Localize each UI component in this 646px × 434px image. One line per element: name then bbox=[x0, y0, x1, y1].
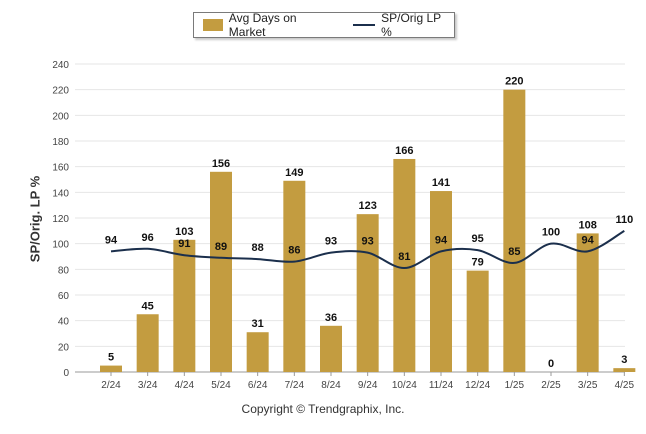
line-data-label: 91 bbox=[178, 238, 190, 250]
bar-data-label: 108 bbox=[578, 219, 596, 231]
x-tick-label: 6/24 bbox=[248, 380, 268, 391]
x-tick-label: 1/25 bbox=[505, 380, 525, 391]
x-tick-label: 5/24 bbox=[211, 380, 231, 391]
legend-item-days-on-market: Avg Days on Market bbox=[194, 11, 335, 39]
bar-data-label: 3 bbox=[621, 354, 627, 366]
x-tick-label: 4/24 bbox=[175, 380, 195, 391]
bar-data-label: 45 bbox=[142, 300, 154, 312]
legend-swatch-line bbox=[353, 24, 376, 26]
y-tick-label: 100 bbox=[52, 240, 69, 251]
bar-data-label: 5 bbox=[108, 352, 114, 364]
bar bbox=[393, 158, 416, 372]
bar bbox=[320, 325, 342, 372]
y-tick-label: 60 bbox=[58, 291, 70, 302]
bar-data-label: 103 bbox=[175, 226, 193, 238]
x-tick-label: 12/24 bbox=[465, 380, 490, 391]
legend-label-days-on-market: Avg Days on Market bbox=[228, 11, 297, 39]
line-data-label: 96 bbox=[142, 232, 154, 244]
bar-data-label: 0 bbox=[548, 358, 554, 370]
y-tick-label: 200 bbox=[52, 111, 69, 122]
bar bbox=[466, 270, 489, 372]
y-tick-label: 220 bbox=[52, 86, 69, 97]
copyright-text: Copyright © Trendgraphix, Inc. bbox=[241, 402, 405, 416]
legend-label-sp-orig-lp: SP/Orig LP % bbox=[381, 11, 441, 39]
line-data-label: 93 bbox=[325, 236, 337, 248]
chart-legend: Avg Days on Market SP/Orig LP % bbox=[193, 11, 455, 39]
legend-item-sp-orig-lp: SP/Orig LP % bbox=[335, 11, 454, 39]
bar bbox=[100, 365, 122, 372]
x-tick-label: 9/24 bbox=[358, 380, 378, 391]
x-tick-label: 7/24 bbox=[285, 380, 305, 391]
line-data-label: 94 bbox=[105, 234, 118, 246]
line-data-label: 89 bbox=[215, 241, 227, 253]
x-tick-label: 4/25 bbox=[615, 380, 635, 391]
y-tick-label: 120 bbox=[52, 214, 69, 225]
y-tick-label: 80 bbox=[58, 265, 70, 276]
line-data-label: 93 bbox=[362, 236, 374, 248]
bar-data-label: 149 bbox=[285, 167, 303, 179]
bar-data-label: 166 bbox=[395, 145, 413, 157]
series-line-sp-orig-lp bbox=[110, 229, 625, 270]
bar-data-label: 79 bbox=[472, 257, 484, 269]
bar bbox=[576, 233, 599, 372]
bar-data-label: 31 bbox=[252, 318, 264, 330]
bar-data-label: 220 bbox=[505, 76, 523, 88]
line-data-label: 81 bbox=[398, 251, 410, 263]
bar bbox=[503, 89, 526, 373]
y-tick-label: 0 bbox=[63, 368, 69, 379]
line-data-label: 94 bbox=[582, 234, 595, 246]
legend-swatch-bar bbox=[203, 19, 223, 31]
bar-data-label: 156 bbox=[212, 158, 230, 170]
x-tick-label: 2/25 bbox=[541, 380, 561, 391]
bar-data-label: 141 bbox=[432, 177, 450, 189]
bar-data-label: 123 bbox=[358, 200, 376, 212]
x-tick-label: 2/24 bbox=[101, 380, 121, 391]
x-tick-label: 11/24 bbox=[429, 380, 454, 391]
bar bbox=[246, 332, 269, 372]
line-data-label: 85 bbox=[508, 246, 520, 258]
y-tick-label: 40 bbox=[58, 317, 70, 328]
y-tick-label: 160 bbox=[52, 163, 69, 174]
y-tick-label: 140 bbox=[52, 188, 69, 199]
x-tick-label: 8/24 bbox=[321, 380, 341, 391]
y-tick-label: 20 bbox=[58, 342, 70, 353]
bar bbox=[613, 368, 636, 372]
line-data-label: 95 bbox=[472, 233, 484, 245]
line-data-label: 88 bbox=[252, 242, 264, 254]
bar bbox=[283, 180, 306, 372]
line-data-label: 110 bbox=[615, 214, 633, 226]
bar bbox=[136, 314, 159, 372]
x-tick-label: 3/25 bbox=[578, 380, 598, 391]
y-tick-label: 180 bbox=[52, 137, 69, 148]
line-data-label: 86 bbox=[288, 245, 300, 257]
x-tick-label: 3/24 bbox=[138, 380, 158, 391]
bar-data-label: 36 bbox=[325, 312, 337, 324]
y-tick-label: 240 bbox=[52, 60, 69, 71]
bar bbox=[430, 191, 452, 372]
bar bbox=[210, 171, 232, 372]
x-tick-label: 10/24 bbox=[392, 380, 417, 391]
line-data-label: 94 bbox=[435, 234, 448, 246]
line-data-label: 100 bbox=[542, 227, 560, 239]
bar bbox=[173, 239, 196, 372]
